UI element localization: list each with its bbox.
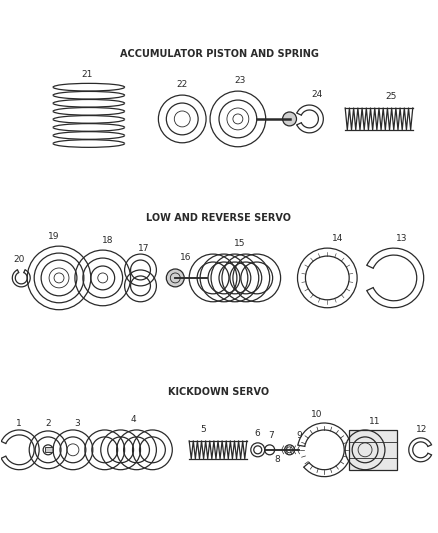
Bar [45,447,53,453]
Bar [349,430,397,470]
Text: 21: 21 [81,70,92,79]
Text: 17: 17 [138,244,149,253]
Text: LOW AND REVERSE SERVO: LOW AND REVERSE SERVO [146,213,292,223]
Text: 25: 25 [385,92,396,101]
Text: 2: 2 [45,419,51,428]
Text: 4: 4 [131,415,136,424]
Text: KICKDOWN SERVO: KICKDOWN SERVO [169,387,269,397]
Text: 13: 13 [396,234,408,243]
Text: 11: 11 [369,417,381,426]
Text: 7: 7 [268,431,274,440]
Text: ACCUMULATOR PISTON AND SPRING: ACCUMULATOR PISTON AND SPRING [120,50,318,59]
Circle shape [166,269,184,287]
Circle shape [283,112,297,126]
Text: 14: 14 [332,234,343,243]
Text: 6: 6 [254,429,260,438]
Text: 16: 16 [180,253,191,262]
Text: 5: 5 [200,425,206,434]
Text: 10: 10 [311,410,322,419]
Text: 23: 23 [234,76,246,85]
Text: 15: 15 [234,239,246,248]
Text: 18: 18 [102,236,113,245]
Text: 9: 9 [297,431,302,440]
Text: 20: 20 [14,255,25,264]
Text: 1: 1 [16,419,22,428]
Text: 22: 22 [177,80,188,89]
Text: 8: 8 [275,455,280,464]
Text: 12: 12 [416,425,427,434]
Text: 19: 19 [48,232,60,241]
Text: 3: 3 [74,419,80,428]
Text: 24: 24 [312,90,323,99]
